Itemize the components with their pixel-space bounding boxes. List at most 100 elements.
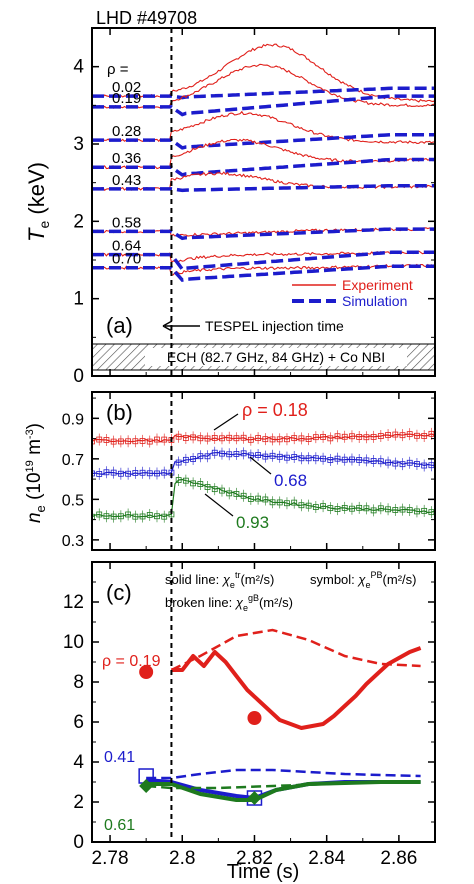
density-marker-2 (92, 513, 95, 520)
y-tick-label: 0.7 (62, 452, 84, 469)
y-tick-label: 0 (73, 832, 84, 853)
panel-a-y-axis-label-sub: e (36, 221, 52, 229)
panel-b-frame (91, 391, 436, 551)
x-tick-label: 2.82 (236, 848, 273, 869)
note3-prefix: broken line: (165, 595, 236, 610)
panel-b-y-axis-label-main: n (24, 512, 45, 523)
panel-c-x-ticks: 2.78 2.8 2.82 2.84 2.86 (92, 562, 436, 869)
chi-pb-marker-diamond (139, 779, 154, 793)
note2-sub: e (366, 580, 371, 590)
rho-header: ρ = (107, 61, 129, 78)
chi-gb-line-2 (146, 780, 421, 790)
simulation-line-0.64 (92, 250, 435, 272)
panel-c: 0 2 4 6 8 10 12 2.78 2.8 2.82 2.84 2.86 (c) solid … (63, 561, 436, 869)
y-tick-label: 4 (73, 752, 84, 773)
x-tick-label: 2.86 (380, 848, 417, 869)
note2-sym: χ (357, 572, 366, 587)
y-tick-label: 12 (63, 592, 84, 613)
tespel-annotation-label: TESPEL injection time (205, 318, 344, 334)
simulation-line-0.70 (92, 264, 435, 283)
panel-b-y-ticks: 0.3 0.5 0.7 0.9 (62, 397, 435, 550)
panel-b-label-line-1 (249, 456, 272, 475)
legend: Experiment Simulation (292, 277, 413, 309)
panel-c-note-broken: broken line: χegB(m²/s) (165, 593, 293, 613)
y-tick-label: 0.5 (62, 492, 84, 509)
legend-simulation-label: Simulation (342, 293, 407, 309)
y-tick-label: 0.9 (62, 411, 84, 428)
panel-a-label: (a) (106, 313, 133, 338)
note3-sup: gB (248, 593, 259, 603)
panel-b-series-labels: ρ = 0.18 0.68 0.93 (204, 400, 308, 532)
y-tick-label: 4 (73, 57, 84, 78)
y-tick-label: 8 (73, 672, 84, 693)
note1-sub: e (230, 580, 235, 590)
note1-sym: χ (222, 572, 231, 587)
panel-a: ECH (82.7 GHz, 84 GHz) + Co NBI 0 1 2 3 4 Te… (24, 27, 436, 387)
panel-a-y-axis-label-main: T (24, 227, 49, 242)
panel-c-series-label-0: ρ = 0.19 (102, 653, 161, 670)
simulation-line-0.28 (92, 132, 435, 150)
note3-sub: e (243, 603, 248, 613)
y-tick-label: 2 (73, 211, 84, 232)
rho-label-0.58: 0.58 (112, 214, 141, 231)
heating-bar-label-bg (145, 348, 407, 366)
panel-b-series-label-2: 0.93 (236, 513, 269, 532)
chi-pb-marker-diamond (247, 791, 262, 805)
note2-prefix: symbol: (310, 572, 358, 587)
density-line-0 (92, 433, 435, 443)
panel-b-y-axis-label-exp2: -3 (24, 429, 36, 439)
note3-sym: χ (235, 595, 244, 610)
simulation-line-0.02 (92, 86, 435, 100)
rho-label-0.02: 0.02 (112, 79, 141, 96)
note2-sup: PB (371, 570, 383, 580)
tespel-annotation: TESPEL injection time (162, 318, 344, 334)
rho-label-0.43: 0.43 (112, 172, 141, 189)
chi-gb-line-0 (170, 628, 421, 672)
note1-prefix: solid line: (165, 572, 223, 587)
y-tick-label: 0 (73, 366, 84, 387)
panel-a-y-ticks: 0 1 2 3 4 (73, 27, 435, 387)
panel-b-y-axis-label: ne (1019 m-3) (24, 423, 48, 523)
panel-b-series-label-0: ρ = 0.18 (242, 400, 308, 420)
panel-c-label: (c) (106, 580, 132, 605)
panel-b-y-axis-label-exp1: 19 (24, 460, 36, 472)
density-marker-1 (92, 470, 95, 477)
panel-a-frame (91, 27, 436, 377)
panel-c-note-solid: solid line: χetr(m²/s) (165, 570, 274, 590)
experiment-line-0.19 (92, 63, 435, 109)
note2-unit: (m²/s) (383, 572, 417, 587)
simulation-line-0.36 (92, 157, 435, 177)
simulation-line-0.58 (92, 227, 435, 241)
panel-a-series-layer (92, 43, 435, 283)
density-line-1 (92, 451, 435, 475)
tespel-arrow-head (162, 320, 173, 332)
panel-b-series-layer (92, 427, 435, 523)
y-tick-label: 3 (73, 134, 84, 155)
panel-b-y-axis-label-unit-pre: (10 (24, 472, 45, 505)
legend-experiment-label: Experiment (342, 277, 413, 293)
figure-title: LHD #49708 (96, 8, 197, 28)
panel-b-label-line-0 (213, 413, 239, 431)
panel-b-y-axis-label-sub: e (33, 505, 48, 512)
density-line-2 (92, 478, 435, 518)
panel-c-note-symbol: symbol: χePB(m²/s) (310, 570, 416, 590)
panel-c-series-layer (138, 628, 422, 806)
rho-label-0.64: 0.64 (112, 238, 141, 255)
y-tick-label: 10 (63, 632, 84, 653)
chi-tr-line-0 (171, 646, 422, 730)
panel-b-label: (b) (106, 400, 133, 425)
panel-a-x-ticks (109, 28, 436, 376)
heating-bar-label: ECH (82.7 GHz, 84 GHz) + Co NBI (167, 349, 385, 365)
panel-b-x-ticks (109, 392, 436, 550)
panel-b-series-label-1: 0.68 (274, 471, 307, 490)
panel-b-y-axis-label-unit-mid: m (24, 439, 45, 460)
panel-a-y-axis-label-unit: (keV) (24, 162, 49, 221)
note3-unit: (m²/s) (259, 595, 293, 610)
chi-pb-marker-circle (247, 711, 262, 725)
x-tick-label: 2.84 (308, 848, 345, 869)
y-tick-label: 1 (73, 289, 84, 310)
y-tick-label: 2 (73, 792, 84, 813)
rho-label-0.19: 0.19 (112, 90, 141, 107)
chi-gb-line-1 (146, 768, 421, 780)
